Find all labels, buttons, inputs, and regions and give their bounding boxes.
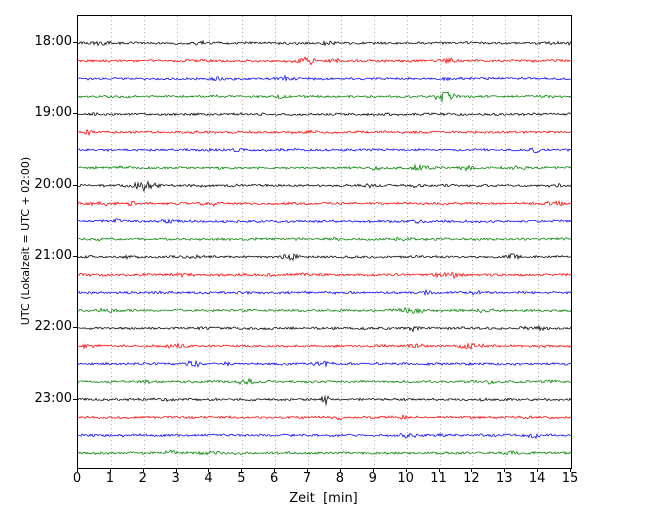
y-tick-mark — [73, 399, 77, 400]
x-tick-label: 14 — [528, 471, 546, 486]
y-tick-mark — [73, 256, 77, 257]
y-tick-mark — [73, 113, 77, 114]
y-tick-label: 18:00 — [34, 34, 72, 49]
y-tick-label: 20:00 — [34, 176, 72, 192]
y-tick-label: 19:00 — [34, 105, 72, 121]
y-tick-label: 22:00 — [34, 319, 72, 335]
x-tick-label: 1 — [105, 471, 114, 486]
x-tick-mark — [570, 468, 571, 472]
x-tick-mark — [373, 468, 374, 472]
x-tick-label: 15 — [561, 471, 579, 486]
x-axis-label: Zeit [min] — [289, 491, 358, 506]
y-tick-label: 23:00 — [34, 390, 72, 406]
trace-canvas — [78, 16, 571, 468]
x-tick-label: 0 — [72, 471, 82, 486]
x-tick-label: 3 — [171, 471, 180, 486]
x-tick-label: 13 — [495, 471, 513, 486]
x-tick-label: 5 — [237, 471, 246, 486]
x-tick-mark — [537, 468, 538, 472]
x-tick-mark — [439, 468, 440, 472]
x-tick-mark — [406, 468, 407, 472]
plot-area — [77, 15, 572, 469]
x-tick-mark — [208, 468, 209, 472]
y-tick-label: 21:00 — [34, 247, 72, 263]
x-tick-mark — [110, 468, 111, 472]
x-tick-label: 7 — [302, 471, 312, 486]
x-tick-label: 11 — [430, 471, 447, 486]
x-tick-label: 2 — [138, 471, 147, 486]
x-tick-mark — [307, 468, 308, 472]
x-tick-mark — [471, 468, 472, 472]
x-tick-mark — [274, 468, 275, 472]
x-tick-label: 9 — [368, 471, 377, 486]
x-tick-mark — [77, 468, 78, 472]
x-tick-mark — [241, 468, 242, 472]
x-tick-label: 6 — [270, 471, 279, 486]
x-tick-mark — [340, 468, 341, 472]
y-tick-mark — [73, 42, 77, 43]
y-tick-mark — [73, 327, 77, 328]
y-tick-mark — [73, 185, 77, 186]
x-tick-label: 4 — [204, 471, 213, 486]
x-tick-mark — [143, 468, 144, 472]
x-tick-label: 10 — [397, 471, 414, 486]
x-tick-mark — [504, 468, 505, 472]
x-tick-label: 8 — [335, 471, 345, 486]
x-tick-label: 12 — [463, 471, 480, 486]
x-tick-mark — [176, 468, 177, 472]
